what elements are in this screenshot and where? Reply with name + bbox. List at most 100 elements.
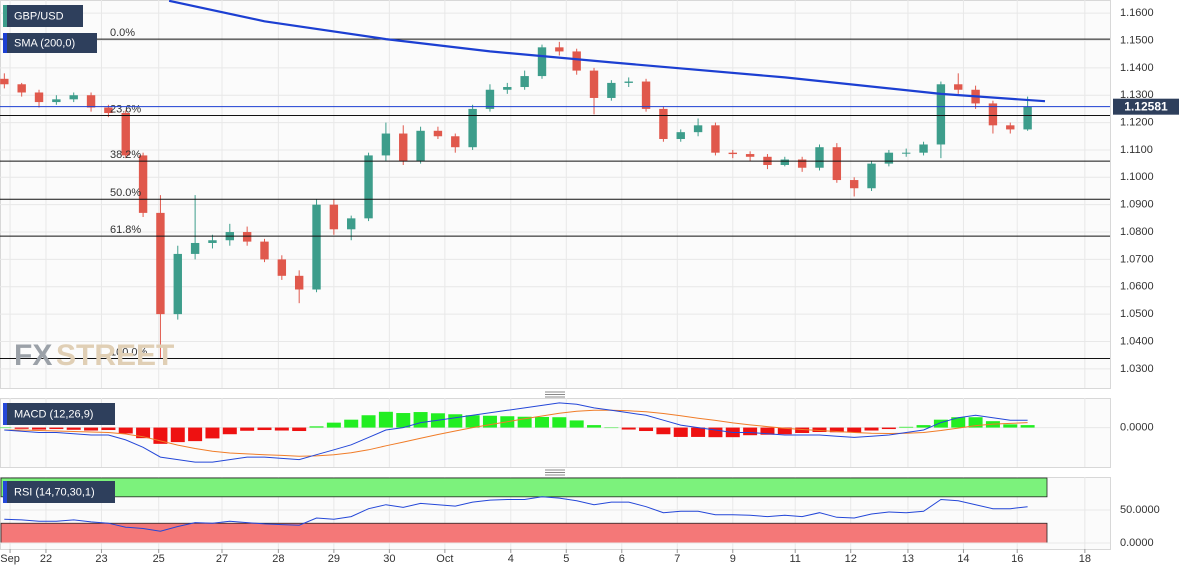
y-tick-label: 1.1200 [1120,116,1154,128]
macd-histogram-bar [326,422,341,428]
overlay-label: SMA (200,0) [14,37,75,49]
macd-histogram-bar [812,427,827,433]
x-tick-label: Oct [436,553,453,565]
macd-histogram-bar [465,415,480,428]
candle-body [347,218,356,230]
macd-histogram-bar [240,427,255,431]
candle-body [728,152,737,155]
macd-histogram-bar [951,417,966,428]
y-tick-label: 1.1300 [1120,89,1154,101]
candle-body [69,95,78,100]
macd-histogram-bar [0,427,12,429]
overbought-zone [0,477,1048,498]
macd-histogram-bar [656,427,671,435]
candle-body [902,152,911,154]
candle-body [537,47,547,77]
macd-histogram-bar [864,427,879,431]
macd-histogram-bar [968,417,983,428]
candle-body [294,275,304,290]
macd-histogram-bar [274,427,289,431]
candle-body [936,84,946,145]
candle-body [659,108,668,140]
macd-histogram-bar [118,427,133,434]
candle-body [17,84,26,93]
macd-histogram-bar [448,414,463,428]
macd-histogram-bar [396,413,411,428]
x-tick-label: 5 [563,553,569,565]
macd-histogram-bar [829,427,844,433]
macd-histogram-bar [101,427,116,431]
x-tick-label: 23 [95,553,107,565]
watermark: STREET [56,339,174,372]
candle-body [780,159,790,165]
fib-label: 38.2% [110,149,141,161]
macd-histogram-bar [205,427,220,439]
y-tick-label: 1.1500 [1120,34,1154,46]
resize-handle[interactable] [545,391,565,476]
candle-body [104,107,113,114]
overlay-strip [3,33,7,53]
macd-box[interactable] [3,403,115,425]
last-price-box [1113,98,1179,115]
fib-label: 0.0% [110,27,135,39]
watermark: FX [14,339,52,372]
candle-body [1006,125,1015,130]
macd-histogram-bar [639,427,654,432]
macd-histogram-bar [899,426,914,428]
candle-body [797,159,807,168]
macd-histogram-bar [136,427,151,439]
oversold-zone [0,522,1048,544]
last-price-label: 1.12581 [1124,99,1168,113]
candle-body [52,99,61,103]
candle-body [381,133,391,156]
macd-histogram-bar [534,416,549,428]
macd-histogram-bar [621,427,636,430]
candle-body [485,89,495,109]
macd-histogram-bar [309,426,324,428]
macd-histogram-bar [569,420,584,428]
macd-histogram-bar [760,427,775,435]
fib-label: 50.0% [110,187,141,199]
candle-body [849,180,859,189]
candle-body [190,242,200,254]
candle-body [832,147,842,181]
title-box[interactable] [3,5,83,27]
candle-body [156,212,165,315]
macd-histogram-bar [517,416,532,428]
x-tick-label: 27 [216,553,228,565]
candle-body [1023,106,1032,130]
candle-body [433,130,443,137]
overlay-box[interactable] [3,33,97,53]
macd-histogram-bar [743,427,758,436]
y-tick-label: 50.0000 [1120,504,1160,516]
y-tick-label: 1.0400 [1120,335,1154,347]
macd-histogram-bar [257,427,272,431]
y-tick-label: 0.0000 [1120,421,1154,433]
macd-histogram-bar [881,427,896,430]
x-tick-label: 16 [1011,553,1023,565]
rsi-box[interactable] [3,481,115,503]
macd-line [4,402,1028,463]
x-tick-label: 22 [40,553,52,565]
x-tick-label: 28 [272,553,284,565]
macd-histogram-bar [708,427,723,438]
x-tick-label: 11 [790,553,801,565]
x-tick-label: 13 [902,553,914,565]
symbol-title: GBP/USD [14,10,64,22]
candle-body [520,76,529,88]
macd-histogram-bar [222,427,237,435]
macd-histogram-bar [673,427,688,437]
macd-histogram-bar [1020,425,1035,428]
macd-histogram-bar [32,427,47,430]
candle-body [468,108,477,148]
x-tick-label: 18 [1079,553,1091,565]
macd-histogram-bar [14,427,29,429]
candle-body [555,47,564,52]
y-tick-label: 1.1000 [1120,171,1154,183]
macd-histogram-bar [847,427,862,433]
x-tick-label: 12 [845,553,857,565]
candle-body [745,154,755,157]
candle-body [693,125,703,133]
candle-body [277,259,287,276]
